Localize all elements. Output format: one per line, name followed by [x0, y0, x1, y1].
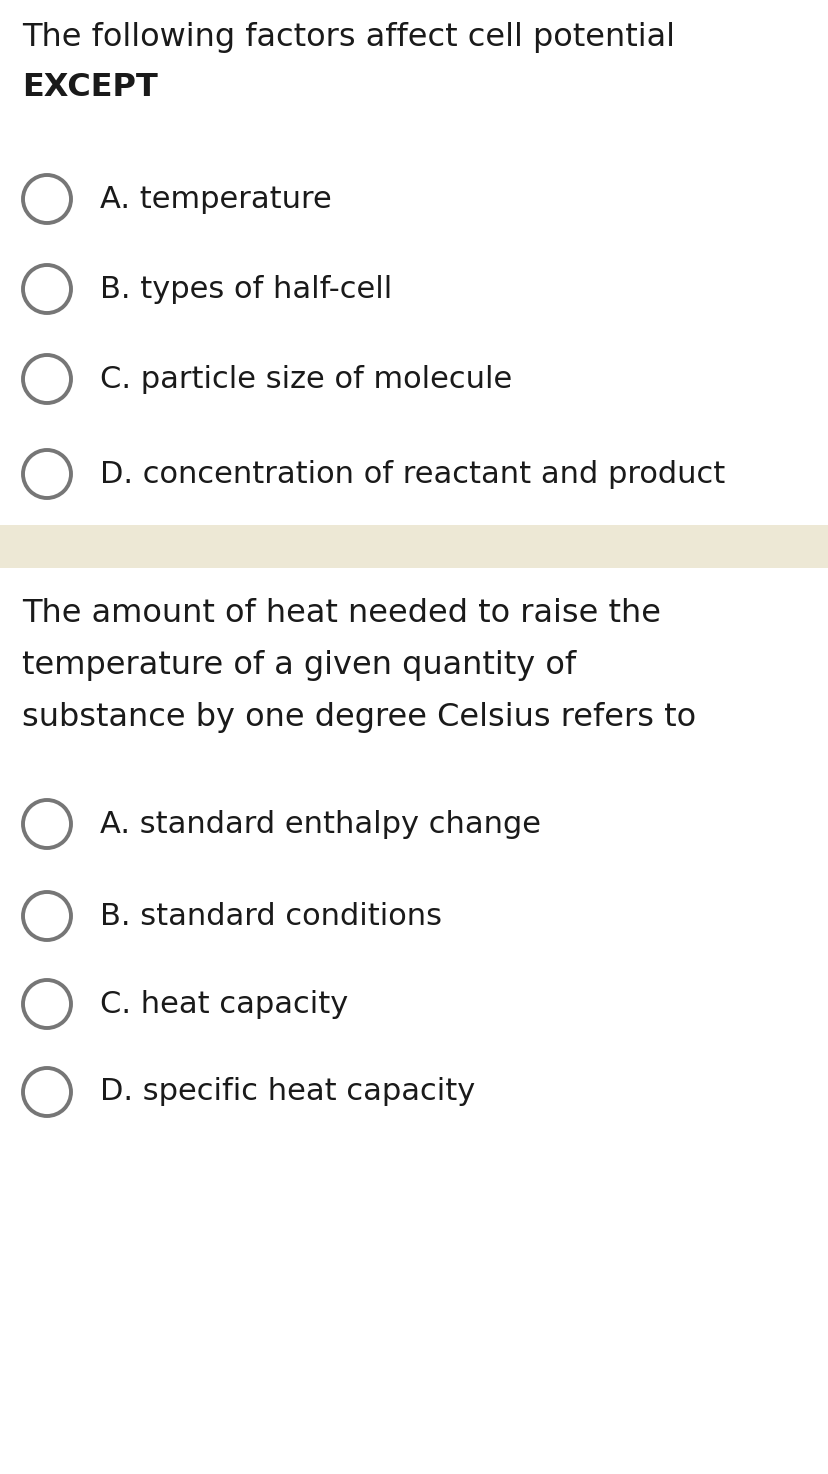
Text: EXCEPT: EXCEPT — [22, 72, 157, 103]
Text: A. temperature: A. temperature — [100, 184, 331, 214]
Text: D. concentration of reactant and product: D. concentration of reactant and product — [100, 460, 724, 488]
Text: C. particle size of molecule: C. particle size of molecule — [100, 364, 512, 394]
Text: substance by one degree Celsius refers to: substance by one degree Celsius refers t… — [22, 702, 696, 733]
Text: temperature of a given quantity of: temperature of a given quantity of — [22, 650, 575, 681]
Text: B. standard conditions: B. standard conditions — [100, 902, 441, 930]
Text: C. heat capacity: C. heat capacity — [100, 989, 348, 1019]
Bar — [0, 525, 828, 567]
Text: The amount of heat needed to raise the: The amount of heat needed to raise the — [22, 598, 660, 629]
Text: A. standard enthalpy change: A. standard enthalpy change — [100, 809, 541, 839]
Text: D. specific heat capacity: D. specific heat capacity — [100, 1077, 474, 1107]
Text: B. types of half-cell: B. types of half-cell — [100, 274, 392, 304]
Text: The following factors affect cell potential: The following factors affect cell potent… — [22, 22, 674, 53]
